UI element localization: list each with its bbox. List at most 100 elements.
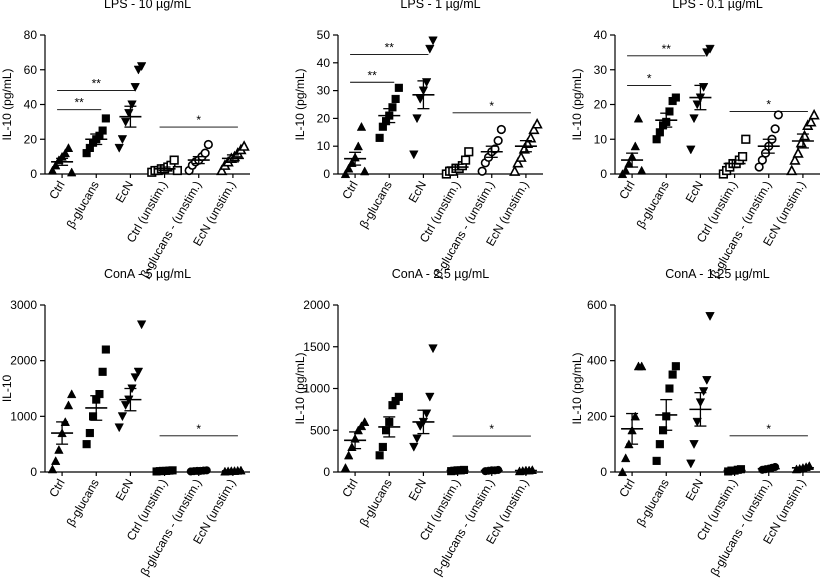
panel: LPS - 10 µg/mL IL-10 (pg/mL) 0 20 40 60 80 Ctrl… <box>0 0 250 280</box>
chart-title: ConA - 2.5 µg/mL <box>392 267 490 281</box>
data-point <box>689 440 699 450</box>
significance-label: * <box>766 422 771 436</box>
panel: LPS - 0.1 µg/mL IL-10 (pg/mL) 0 10 20 30 40 Ctr… <box>570 0 820 280</box>
y-tick-label: 1000 <box>10 409 37 423</box>
error-bar <box>485 145 498 158</box>
data-point <box>63 400 74 410</box>
y-tick-label: 10 <box>317 139 331 153</box>
data-point <box>114 143 124 153</box>
data-point <box>130 83 140 92</box>
data-point <box>425 44 435 54</box>
y-tick-label: 60 <box>24 63 38 77</box>
data-point <box>359 166 370 176</box>
error-bar <box>56 421 69 445</box>
significance-label: ** <box>74 96 84 110</box>
y-tick-label: 30 <box>317 84 331 98</box>
data-point <box>60 148 70 158</box>
significance-label: * <box>489 99 494 113</box>
data-point <box>85 428 94 438</box>
data-point <box>120 117 131 127</box>
data-point <box>686 459 696 469</box>
data-point <box>496 124 506 135</box>
x-tick-label: EcN <box>683 477 706 504</box>
x-tick-label: Ctrl <box>339 179 360 202</box>
data-point <box>117 412 128 422</box>
data-point <box>375 133 384 142</box>
data-point <box>238 140 250 151</box>
data-point <box>54 444 64 454</box>
x-tick-label: Ctrl <box>46 179 67 202</box>
data-point <box>356 121 367 131</box>
data-point <box>95 390 104 399</box>
data-point <box>425 392 435 402</box>
error-bar <box>349 431 362 450</box>
error-bar <box>485 469 498 472</box>
y-tick-label: 10 <box>594 132 608 146</box>
data-point <box>630 411 640 421</box>
data-point <box>63 143 74 152</box>
data-point <box>98 126 107 135</box>
chart-title: LPS - 1 µg/mL <box>400 0 480 11</box>
data-point <box>620 165 631 175</box>
data-point <box>705 44 715 54</box>
data-point <box>114 423 124 433</box>
data-point <box>343 163 354 173</box>
data-point <box>172 165 182 176</box>
error-bar <box>56 157 69 166</box>
y-tick-label: 0 <box>600 465 607 479</box>
data-point <box>359 417 370 426</box>
data-point <box>101 114 110 123</box>
data-point <box>120 401 131 411</box>
chart-title: LPS - 0.1 µg/mL <box>672 0 763 11</box>
panel: ConA - 2.5 µg/mL IL-10 (pg/mL) 0 500 1000 150… <box>293 267 543 578</box>
x-tick-label: β-glucans <box>64 477 102 529</box>
data-point <box>133 367 144 377</box>
error-bar <box>451 469 464 472</box>
data-point <box>509 165 521 176</box>
significance-label: ** <box>367 68 377 82</box>
data-point <box>136 320 147 330</box>
error-bar <box>349 151 362 166</box>
chart-title: LPS - 10 µg/mL <box>104 0 191 11</box>
y-tick-label: 30 <box>594 63 608 77</box>
error-bar <box>90 395 103 421</box>
panel: ConA - 5 µg/mLIL-100100020003000Ctrlβ-gl… <box>0 267 250 578</box>
data-point <box>736 465 746 474</box>
y-tick-label: 80 <box>24 28 38 42</box>
x-tick-label: β-glucans - (unstim.) <box>430 476 497 578</box>
significance-label: * <box>196 422 201 436</box>
significance-label: * <box>766 97 771 111</box>
x-tick-label: β-glucans <box>64 179 102 231</box>
x-tick-label: β-glucans - (unstim.) <box>137 178 204 280</box>
data-point <box>792 147 804 158</box>
y-tick-label: 0 <box>600 167 607 181</box>
data-point <box>692 417 702 427</box>
data-point <box>464 147 474 157</box>
x-tick-label: Ctrl <box>339 477 360 500</box>
error-bar <box>124 105 137 128</box>
y-tick-label: 40 <box>24 98 38 112</box>
y-axis-label: IL-10 (pg/mL) <box>570 352 584 424</box>
x-tick-label: EcN <box>683 179 706 206</box>
y-tick-label: 20 <box>594 98 608 112</box>
y-tick-label: 1000 <box>303 382 330 396</box>
error-bar <box>451 163 464 171</box>
y-tick-label: 2000 <box>10 354 37 368</box>
panel: LPS - 1 µg/mL IL-10 (pg/mL) 0 10 20 30 40 50 Ctr… <box>293 0 543 280</box>
x-tick-label: β-glucans - (unstim.) <box>707 178 774 280</box>
data-point <box>531 117 543 129</box>
y-tick-label: 3000 <box>10 298 37 312</box>
y-tick-label: 500 <box>310 423 330 437</box>
data-point <box>477 166 487 176</box>
x-tick-label: Ctrl <box>616 477 637 500</box>
data-point <box>705 312 715 321</box>
data-point <box>47 165 58 175</box>
chart-title: ConA - 1.25 µg/mL <box>665 267 770 281</box>
data-point <box>340 169 351 179</box>
data-point <box>493 136 503 146</box>
data-point <box>412 114 422 124</box>
data-point <box>655 440 664 449</box>
data-point <box>741 134 751 144</box>
data-point <box>353 141 363 151</box>
y-axis-label: IL-10 (pg/mL) <box>570 68 584 140</box>
